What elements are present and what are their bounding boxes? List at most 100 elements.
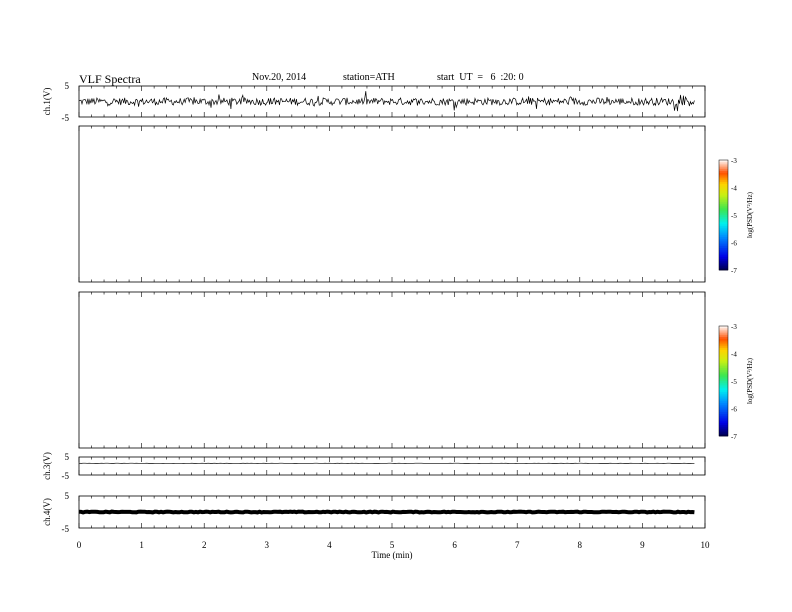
colorbar-tick-label: -5	[731, 212, 737, 220]
colorbar-cell	[719, 161, 728, 165]
colorbar-cell	[719, 183, 728, 187]
colorbar-cell	[719, 227, 728, 231]
colorbar-cell	[719, 182, 728, 185]
colorbar-cell	[719, 430, 728, 433]
chart-title: VLF Spectra	[79, 72, 141, 86]
colorbar-cell	[719, 417, 728, 420]
colorbar-cell	[719, 211, 728, 214]
ch4-waveform: 5 -5 ch.4(V)	[42, 491, 695, 534]
y-tick-label: -5	[62, 471, 70, 481]
colorbar-cell	[719, 215, 728, 218]
x-tick-label: 9	[640, 540, 645, 550]
colorbar-cell	[719, 335, 728, 338]
colorbar-cell	[719, 371, 728, 375]
colorbar-cell	[719, 397, 728, 400]
colorbar-cell	[719, 399, 728, 402]
colorbar-cell	[719, 237, 728, 240]
colorbar-tick-label: -6	[731, 240, 737, 248]
colorbar-cell	[719, 180, 728, 183]
panel-frame	[78, 291, 706, 449]
colorbar-cell	[719, 191, 728, 194]
colorbar-cell	[719, 353, 728, 356]
colorbar-cell	[719, 331, 728, 334]
colorbar-cell	[719, 382, 728, 386]
colorbar-cell	[719, 327, 728, 331]
colorbar-cell	[719, 220, 728, 223]
ch1-waveform: 5 -5 ch.1(V)	[42, 81, 695, 123]
date-label: Nov.20, 2014	[252, 72, 307, 83]
y-tick-label: -5	[62, 524, 70, 534]
colorbar-cell	[719, 359, 728, 362]
colorbar-cell	[719, 200, 728, 203]
colorbar-cell	[719, 244, 728, 247]
panel-2	[78, 125, 706, 283]
colorbar-cell	[719, 370, 728, 373]
colorbar-cell	[719, 368, 728, 371]
x-tick-label: 5	[390, 540, 395, 550]
panel-frame	[78, 125, 706, 283]
colorbar-tick-label: -3	[731, 157, 737, 165]
colorbar-cell	[719, 392, 728, 395]
colorbar-tick-label: -3	[731, 323, 737, 331]
ch1-spectrogram-colorbar: -3 -4 -5 -6 -7 log(PSD(V²/Hz)	[718, 157, 754, 275]
x-tick-label: 1	[139, 540, 144, 550]
colorbar-cell	[719, 379, 728, 382]
colorbar-cell	[719, 419, 728, 422]
colorbar-cell	[719, 406, 728, 409]
colorbar-cell	[719, 362, 728, 365]
x-tick-label: 8	[578, 540, 583, 550]
colorbar-cell	[719, 266, 728, 269]
colorbar-cell	[719, 357, 728, 360]
colorbar-cell	[719, 172, 728, 176]
colorbar-cell	[719, 426, 728, 430]
y-tick-label: 5	[65, 452, 70, 462]
colorbar-tick-label: -6	[731, 406, 737, 414]
colorbar-cell	[719, 349, 728, 353]
colorbar-cell	[719, 207, 728, 210]
colorbar-cell	[719, 366, 728, 369]
colorbar-label: log(PSD(V²/Hz)	[746, 357, 754, 404]
colorbar-cell	[719, 326, 728, 329]
y-tick-label: 5	[65, 81, 70, 91]
colorbar-cell	[719, 410, 728, 413]
colorbar-cell	[719, 364, 728, 367]
x-tick-label: 3	[265, 540, 270, 550]
ch1-waveform-trace	[78, 91, 695, 112]
colorbar-cell	[719, 390, 728, 393]
panel-1	[78, 85, 706, 118]
x-tick-label: 10	[701, 540, 711, 550]
x-tick-label: 6	[452, 540, 457, 550]
colorbar-cell	[719, 384, 728, 387]
colorbar-cell	[719, 264, 728, 267]
colorbar-cell	[719, 375, 728, 378]
colorbar-cell	[719, 401, 728, 404]
colorbar-cell	[719, 229, 728, 232]
colorbar-cell	[719, 189, 728, 192]
colorbar-cell	[719, 412, 728, 415]
colorbar-tick-label: -4	[731, 351, 737, 359]
ch3-waveform: 5 -5 ch.3(V)	[42, 452, 695, 481]
colorbar-cell	[719, 209, 728, 212]
panel-3	[78, 291, 706, 449]
colorbar-cell	[719, 268, 728, 271]
colorbar-cell	[719, 174, 728, 177]
colorbar-cell	[719, 204, 728, 207]
colorbar-cell	[719, 248, 728, 251]
colorbar-cell	[719, 262, 728, 265]
colorbar-cell	[719, 381, 728, 384]
start-time-label: start UT = 6 :20: 0	[437, 72, 524, 83]
ch3-waveform-ylabel: ch.3(V)	[42, 452, 52, 480]
colorbar-cell	[719, 415, 728, 419]
colorbar-cell	[719, 160, 728, 163]
colorbar-cell	[719, 246, 728, 249]
colorbar-cell	[719, 242, 728, 245]
colorbar-cell	[719, 393, 728, 397]
colorbar-cell	[719, 167, 728, 170]
colorbar-cell	[719, 213, 728, 216]
colorbar-cell	[719, 355, 728, 358]
colorbar-cell	[719, 403, 728, 406]
colorbar-cell	[719, 259, 728, 262]
colorbar-cell	[719, 169, 728, 172]
colorbar-cell	[719, 408, 728, 411]
colorbar-cell	[719, 222, 728, 225]
